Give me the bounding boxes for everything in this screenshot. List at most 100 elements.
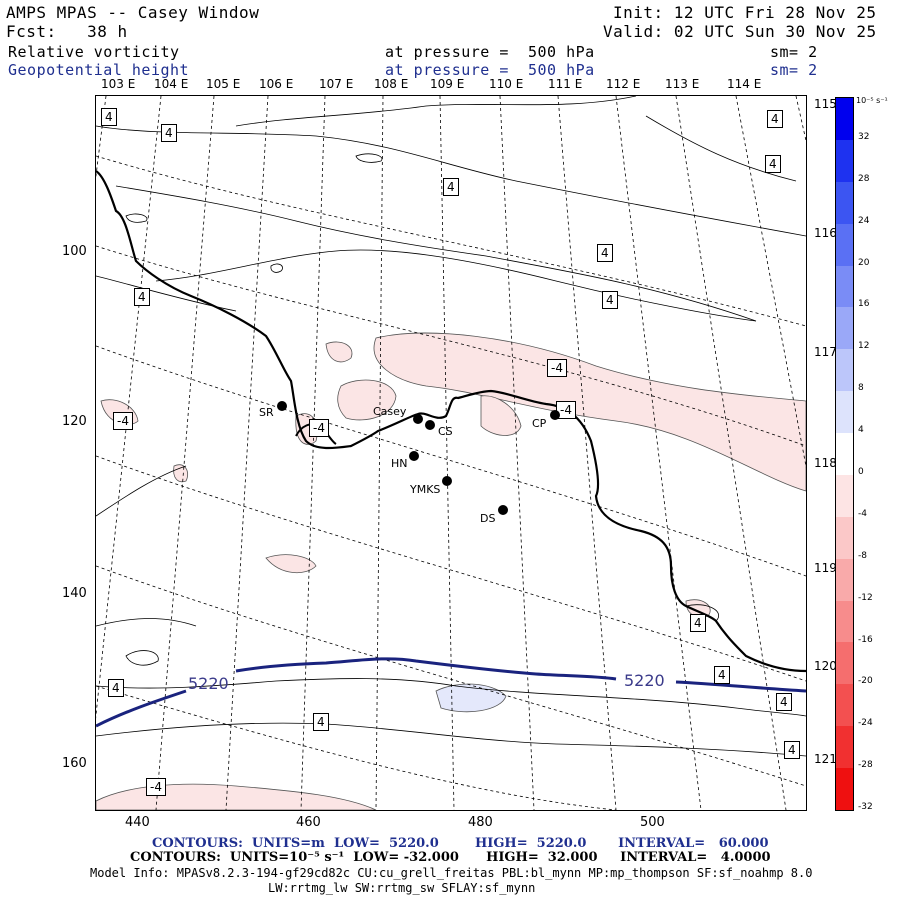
field1-smoothing: sm= 2 — [770, 43, 818, 61]
lon-label: 107 E — [319, 77, 354, 91]
forecast-hour: Fcst: 38 h — [6, 22, 128, 41]
field1-name: Relative vorticity — [8, 43, 180, 61]
map-panel[interactable]: 5220 5220 4 4 4 4 4 4 4 4 -4 -4 -4 -4 4 … — [95, 95, 807, 811]
lon-label: 113 E — [665, 77, 700, 91]
colorbar-segment — [836, 98, 853, 140]
colorbar-tick-label: 8 — [858, 383, 864, 394]
height-contour-label: 5220 — [188, 674, 229, 693]
colorbar-tick-label: -8 — [858, 550, 867, 561]
station-marker — [409, 451, 419, 461]
graticule — [96, 96, 806, 810]
contour-label: -4 — [547, 359, 567, 377]
station-label: DS — [480, 512, 496, 525]
field2-level: at pressure = 500 hPa — [385, 61, 595, 79]
y-tick-label: 160 — [62, 756, 87, 771]
colorbar-segment — [836, 181, 853, 224]
plot-title: AMPS MPAS -- Casey Window — [6, 3, 260, 22]
contour-label: 4 — [597, 244, 613, 262]
colorbar-tick-label: -12 — [858, 592, 873, 603]
colorbar-tick-label: -32 — [858, 802, 873, 813]
coastline — [96, 170, 806, 673]
station-label: CP — [532, 417, 547, 430]
footer-height-contours: CONTOURS: UNITS=m LOW= 5220.0 HIGH= 5220… — [152, 836, 769, 851]
lon-label: 112 E — [606, 77, 641, 91]
station-label: YMKS — [410, 483, 441, 496]
station-marker — [442, 476, 452, 486]
y-tick-label: 100 — [62, 244, 87, 259]
colorbar-tick-label: -28 — [858, 760, 873, 771]
colorbar-tick-label: -4 — [858, 508, 867, 519]
contour-label: 4 — [765, 155, 781, 173]
contour-label: 4 — [776, 693, 792, 711]
x-tick-label: 460 — [296, 815, 321, 830]
station-marker — [413, 414, 423, 424]
colorbar-tick-label: 32 — [858, 131, 870, 142]
lon-label: 105 E — [206, 77, 241, 91]
lon-label: 104 E — [154, 77, 189, 91]
colorbar-segment — [836, 307, 853, 350]
colorbar-segment — [836, 265, 853, 308]
colorbar-segment — [836, 139, 853, 182]
positive-vorticity-shading — [435, 683, 507, 713]
contour-label: 4 — [313, 713, 329, 731]
contour-label: -4 — [309, 419, 329, 437]
height-contour-label: 5220 — [624, 671, 665, 690]
x-tick-label: 440 — [125, 815, 150, 830]
station-marker — [498, 505, 508, 515]
colorbar-tick-label: -16 — [858, 634, 873, 645]
station-label: CS — [438, 425, 453, 438]
station-label: SR — [259, 406, 274, 419]
colorbar-tick-label: -20 — [858, 676, 873, 687]
lon-label: 110 E — [489, 77, 524, 91]
station-marker — [425, 420, 435, 430]
lon-label: 111 E — [548, 77, 583, 91]
contour-label: 4 — [101, 108, 117, 126]
contour-label: 4 — [767, 110, 783, 128]
contour-label: 4 — [602, 291, 618, 309]
station-marker — [550, 410, 560, 420]
contour-label: 4 — [784, 741, 800, 759]
colorbar-segment — [836, 600, 853, 643]
colorbar-segment — [836, 391, 853, 433]
contour-label: 4 — [443, 178, 459, 196]
colorbar-segment — [836, 558, 853, 601]
contour-label: -4 — [113, 412, 133, 430]
contour-label: 4 — [161, 124, 177, 142]
x-tick-label: 480 — [468, 815, 493, 830]
footer-model-info: Model Info: MPASv8.2.3-194-gf29cd82c CU:… — [90, 866, 813, 880]
colorbar-segment — [836, 474, 853, 517]
contour-label: 4 — [108, 679, 124, 697]
footer-model-info-2: LW:rrtmg_lw SW:rrtmg_sw SFLAY:sf_mynn — [268, 881, 536, 895]
y-tick-label: 120 — [62, 414, 87, 429]
valid-time: Valid: 02 UTC Sun 30 Nov 25 — [603, 22, 877, 41]
y-tick-label: 140 — [62, 586, 87, 601]
colorbar-tick-label: 0 — [858, 467, 864, 477]
colorbar-segment — [836, 768, 853, 810]
colorbar — [835, 97, 854, 811]
map-canvas — [96, 96, 806, 810]
lon-label: 109 E — [430, 77, 465, 91]
field2-name: Geopotential height — [8, 61, 190, 79]
colorbar-tick-label: 20 — [858, 257, 870, 268]
colorbar-segment — [836, 684, 853, 727]
lon-label: 108 E — [374, 77, 409, 91]
field2-smoothing: sm= 2 — [770, 61, 818, 79]
negative-vorticity-shading — [96, 332, 806, 810]
colorbar-tick-label: -24 — [858, 718, 873, 729]
colorbar-segment — [836, 223, 853, 266]
colorbar-tick-label: 16 — [858, 299, 870, 310]
field1-level: at pressure = 500 hPa — [385, 43, 595, 61]
colorbar-tick-label: 12 — [858, 341, 870, 352]
colorbar-segment — [836, 642, 853, 685]
height-contour-5220 — [96, 657, 806, 728]
colorbar-unit: 10⁻⁵ s⁻¹ — [856, 96, 888, 105]
lon-label: 103 E — [101, 77, 136, 91]
lon-label: 114 E — [727, 77, 762, 91]
lon-label: 106 E — [259, 77, 294, 91]
contour-label: 4 — [134, 288, 150, 306]
contour-label: 4 — [714, 666, 730, 684]
colorbar-tick-label: 4 — [858, 425, 864, 436]
colorbar-tick-label: 28 — [858, 173, 870, 184]
colorbar-segment — [836, 349, 853, 392]
station-marker — [277, 401, 287, 411]
